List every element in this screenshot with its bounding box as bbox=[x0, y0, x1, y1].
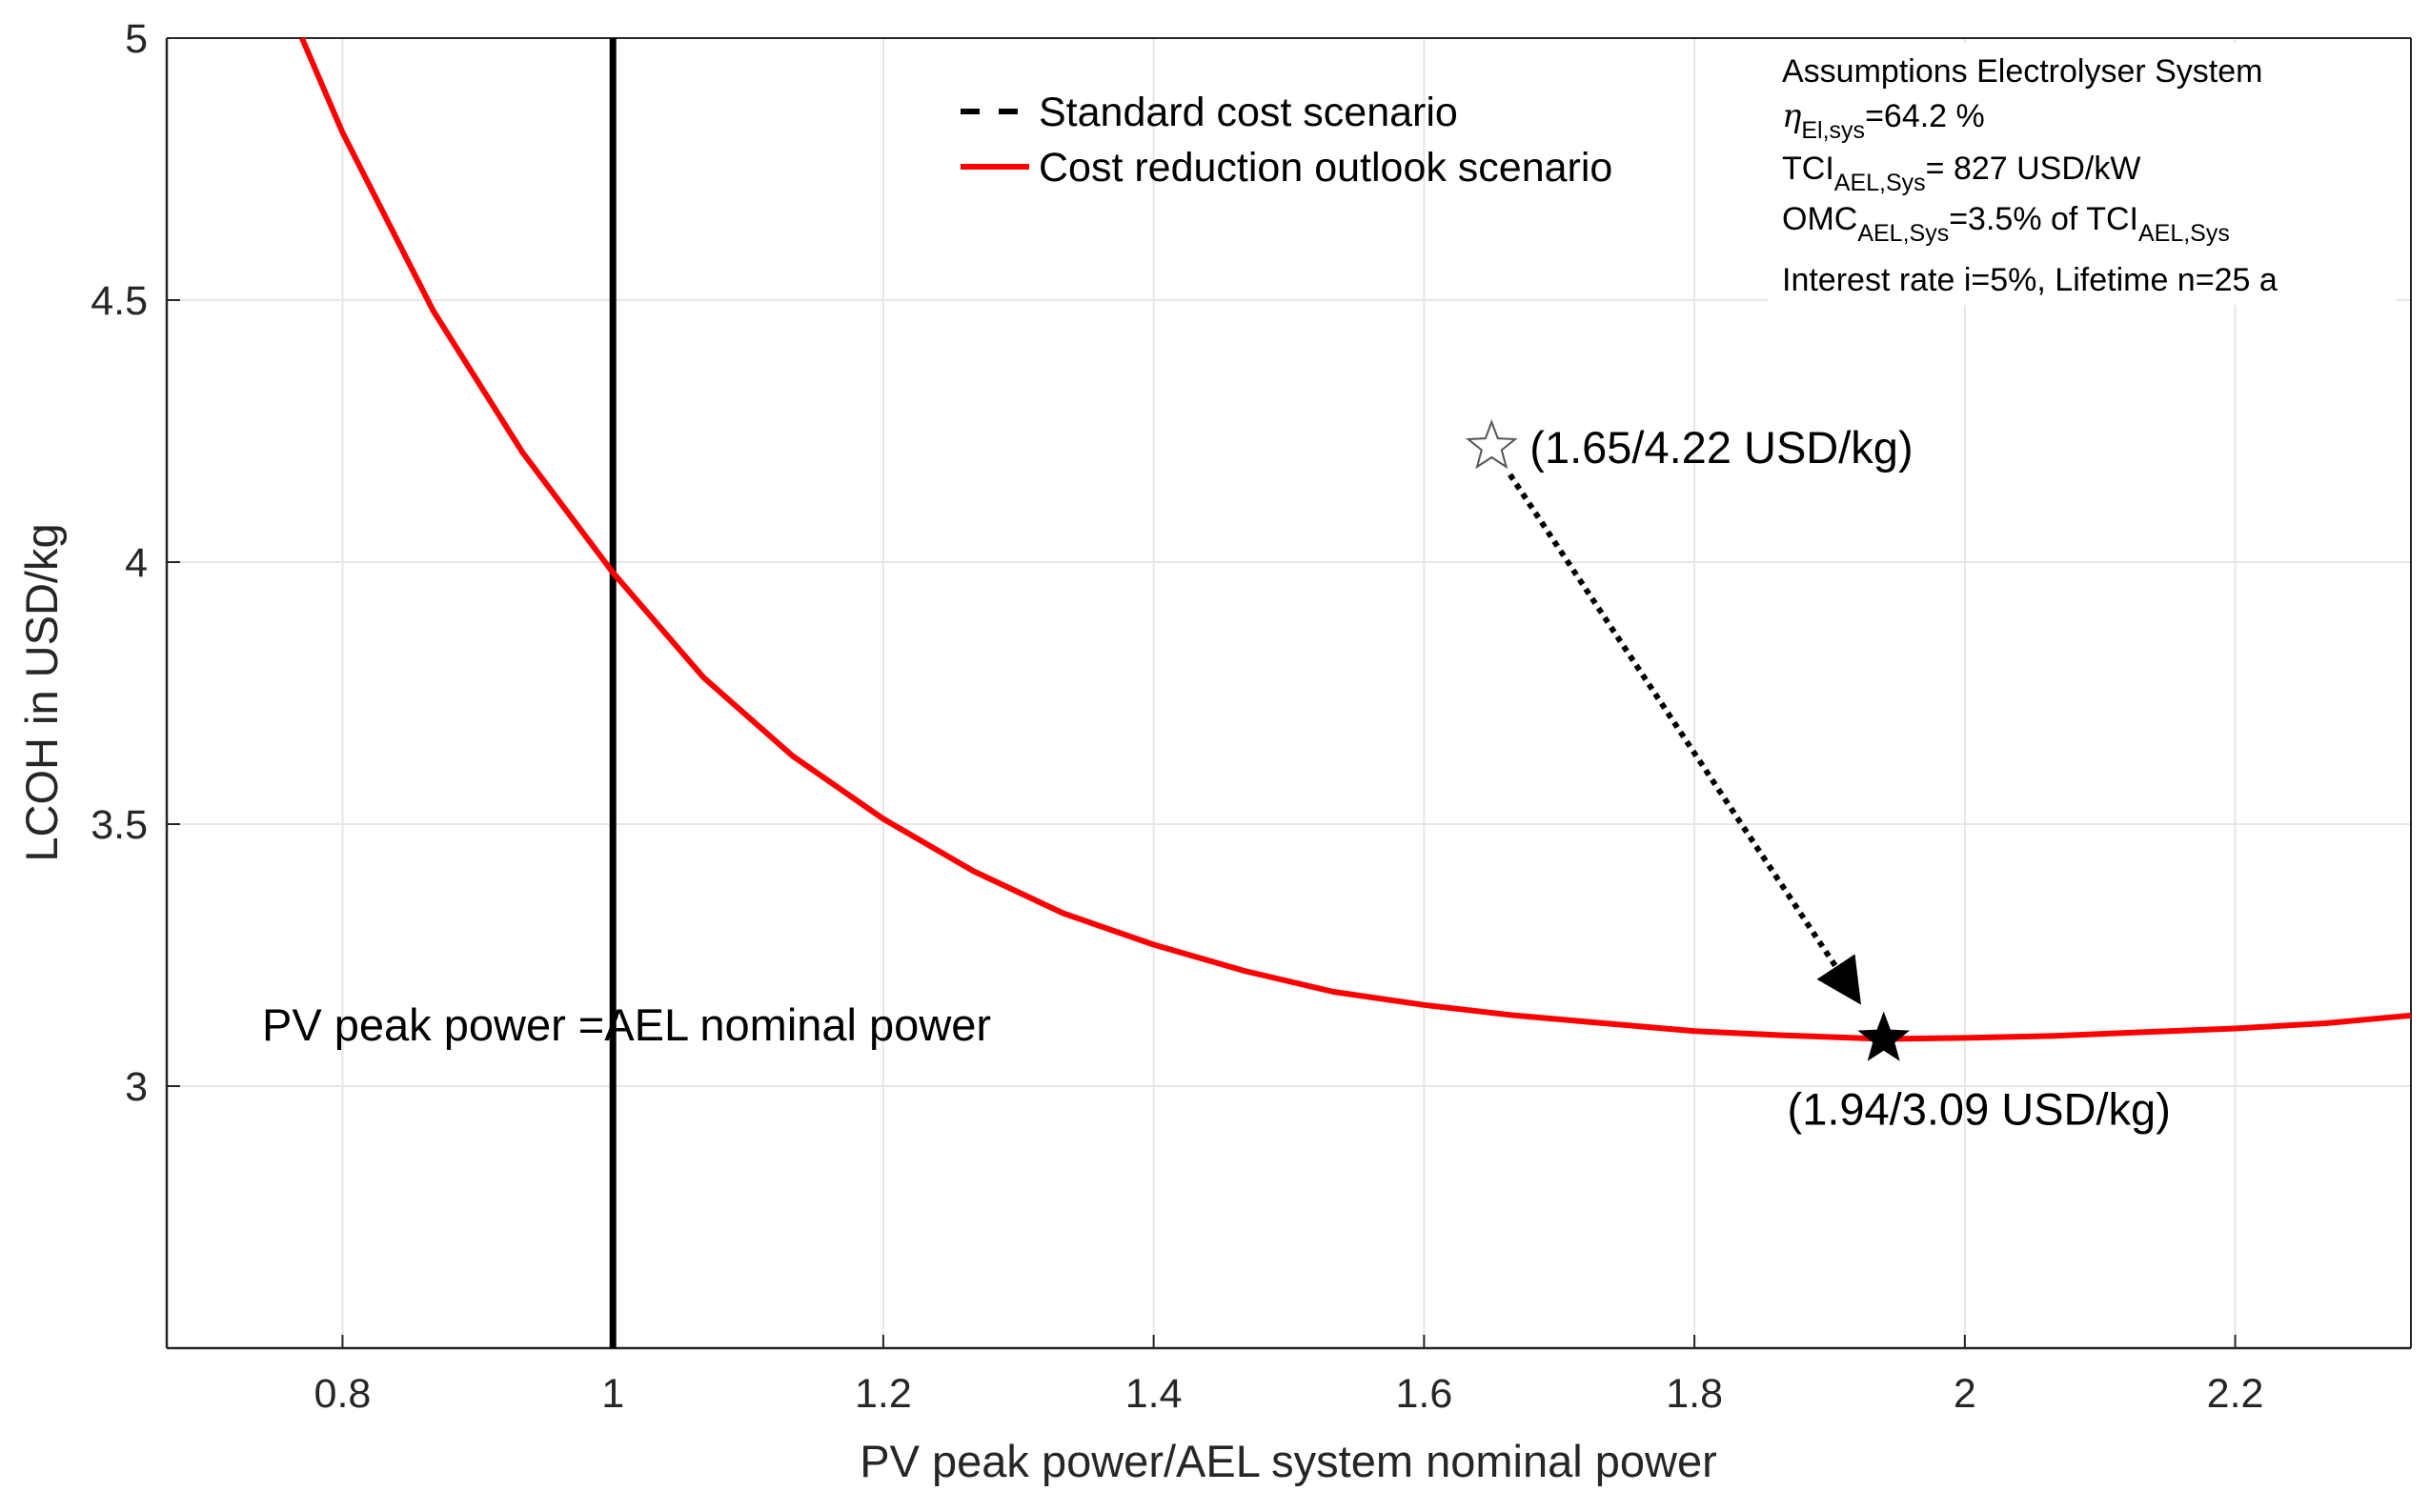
omc-main: OMC bbox=[1782, 201, 1857, 237]
standard-optimum-label: (1.65/4.22 USD/kg) bbox=[1529, 422, 1913, 473]
x-tick-label: 1.4 bbox=[1125, 1371, 1183, 1417]
legend-label-standard: Standard cost scenario bbox=[1039, 90, 1458, 135]
x-tick-label: 1 bbox=[601, 1371, 624, 1417]
y-axis-label: LCOH in USD/kg bbox=[16, 523, 67, 861]
x-tick-label: 1.8 bbox=[1666, 1371, 1723, 1417]
assumptions-interest: Interest rate i=5%, Lifetime n=25 a bbox=[1782, 262, 2278, 298]
assumptions-background bbox=[1768, 43, 2397, 305]
x-tick-label: 1.2 bbox=[855, 1371, 912, 1417]
x-axis-label: PV peak power/AEL system nominal power bbox=[860, 1436, 1717, 1486]
vertical-line-annotation: PV peak power =AEL nominal power bbox=[262, 999, 991, 1050]
assumptions-tci: TCIAEL,Sys= 827 USD/kW bbox=[1782, 151, 2140, 196]
outlook-optimum-label: (1.94/3.09 USD/kg) bbox=[1788, 1084, 2171, 1135]
eta-subscript: El,sys bbox=[1801, 117, 1865, 144]
y-ticks: 3 3.5 4 4.5 5 bbox=[91, 16, 180, 1110]
tci-value: = 827 USD/kW bbox=[1926, 151, 2141, 187]
y-tick-label: 4.5 bbox=[91, 278, 148, 324]
standard-optimum-star bbox=[1465, 419, 1518, 470]
y-tick-label: 3.5 bbox=[91, 802, 148, 848]
legend-label-outlook: Cost reduction outlook scenario bbox=[1039, 145, 1612, 191]
tci-subscript: AEL,Sys bbox=[1834, 170, 1926, 196]
y-tick-label: 5 bbox=[125, 16, 148, 62]
eta-value: =64.2 % bbox=[1865, 98, 1985, 134]
omc-value-subscript: AEL,Sys bbox=[2138, 220, 2230, 247]
series-lines bbox=[299, 36, 2412, 1348]
series-cost-reduction bbox=[299, 36, 2412, 1042]
outlook-optimum-star bbox=[1857, 1011, 1911, 1061]
optimum-markers bbox=[1465, 419, 1911, 1061]
optimum-shift-arrow bbox=[1508, 473, 1861, 1005]
x-ticks: 0.8 1 1.2 1.4 1.6 1.8 2 2.2 bbox=[314, 1335, 2264, 1417]
assumptions-box: Assumptions Electrolyser System ηEl,sys=… bbox=[1768, 43, 2397, 305]
y-tick-label: 3 bbox=[125, 1064, 148, 1110]
omc-value: =3.5% of TCI bbox=[1949, 201, 2138, 237]
x-tick-label: 2.2 bbox=[2207, 1371, 2264, 1417]
x-tick-label: 1.6 bbox=[1395, 1371, 1452, 1417]
assumptions-efficiency: ηEl,sys=64.2 % bbox=[1782, 97, 1985, 144]
x-tick-label: 2 bbox=[1954, 1371, 1976, 1417]
y-tick-label: 4 bbox=[125, 540, 148, 586]
omc-subscript: AEL,Sys bbox=[1857, 220, 1949, 247]
eta-symbol: η bbox=[1782, 97, 1802, 135]
x-tick-label: 0.8 bbox=[314, 1371, 372, 1417]
assumptions-omc: OMCAEL,Sys=3.5% of TCIAEL,Sys bbox=[1782, 201, 2230, 247]
legend: Standard cost scenario Cost reduction ou… bbox=[961, 90, 1612, 191]
assumptions-title: Assumptions Electrolyser System bbox=[1782, 53, 2263, 90]
tci-main: TCI bbox=[1782, 151, 1834, 187]
